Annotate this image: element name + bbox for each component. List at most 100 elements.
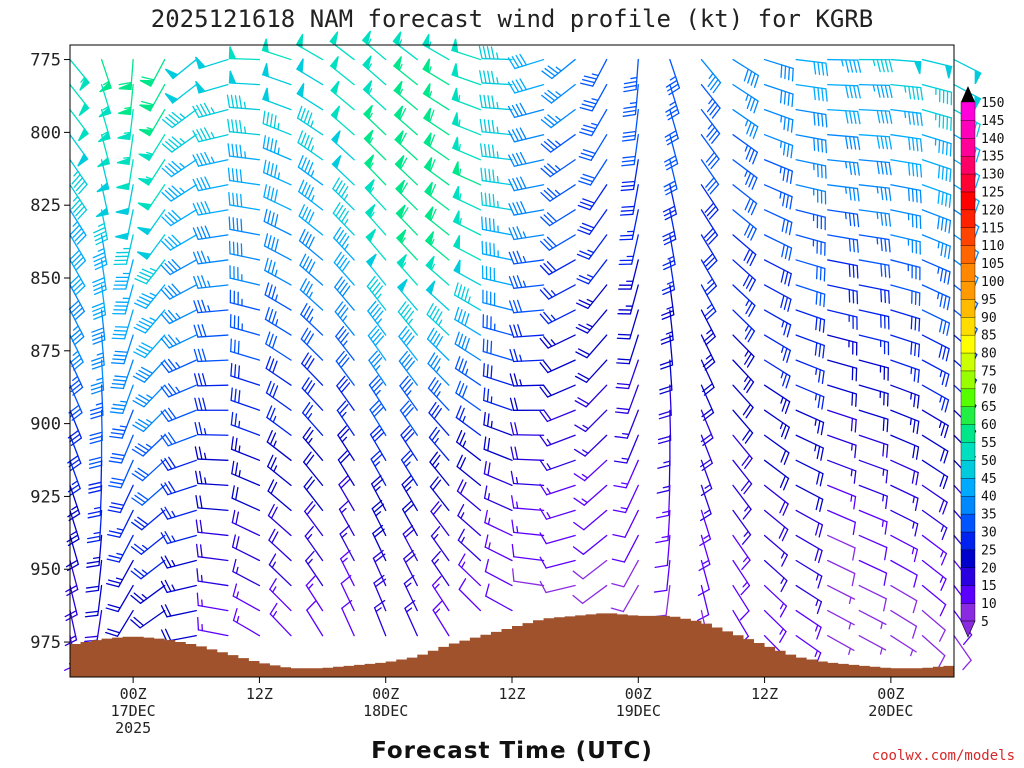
wind-barb-shaft — [263, 220, 292, 236]
wind-barb — [160, 604, 197, 618]
wind-barb-half-flag — [662, 485, 671, 489]
wind-barb — [130, 584, 166, 604]
wind-barb — [118, 58, 134, 91]
wind-barb-flag — [945, 348, 950, 362]
wind-barb-flag — [583, 124, 597, 130]
wind-barb — [540, 159, 576, 178]
wind-barb-flag — [164, 409, 173, 421]
wind-barb — [795, 384, 825, 410]
wind-barb-shaft — [633, 134, 639, 166]
wind-barb-flag — [461, 335, 467, 349]
wind-barb — [953, 58, 982, 85]
wind-barb-flag — [399, 132, 407, 145]
wind-barb-flag — [404, 553, 416, 563]
wind-barb-flag — [70, 199, 81, 210]
wind-barb-half-flag — [72, 325, 79, 331]
wind-barb-half-flag — [435, 391, 441, 398]
wind-barb-shaft — [371, 507, 387, 537]
wind-barb-shaft — [124, 284, 134, 315]
wind-barb-shaft — [795, 609, 822, 628]
wind-barb — [858, 459, 889, 484]
wind-barb-flag — [92, 251, 106, 259]
wind-barb-half-flag — [120, 400, 128, 403]
wind-barb-half-flag — [550, 339, 556, 346]
wind-barb-shaft — [299, 289, 324, 311]
wind-barb-half-flag — [779, 628, 784, 635]
colorbar-label: 85 — [981, 329, 997, 344]
wind-barb-flag — [612, 509, 627, 514]
wind-barb-flag — [160, 313, 171, 325]
wind-barb-flag — [821, 87, 824, 102]
wind-barb-shaft — [119, 509, 134, 538]
wind-barb-shaft — [167, 484, 197, 496]
wind-barb — [763, 384, 791, 414]
wind-barb-flag — [848, 161, 852, 175]
wind-barb-flag — [845, 84, 849, 99]
wind-barb-half-flag — [343, 218, 349, 226]
wind-barb-shaft — [827, 58, 859, 61]
wind-barb-shaft — [268, 564, 292, 587]
wind-barb-shaft — [170, 184, 197, 202]
wind-barb-flag — [167, 260, 178, 272]
wind-barb-shaft — [125, 259, 134, 290]
wind-barb-flag — [884, 546, 888, 561]
wind-barb-flag — [273, 139, 278, 154]
wind-barb — [700, 259, 717, 296]
wind-barb-pennant — [331, 154, 342, 170]
wind-barb-flag — [746, 251, 754, 264]
wind-barb — [509, 397, 545, 411]
wind-barb-flag — [90, 410, 104, 416]
wind-barb-shaft — [166, 584, 197, 594]
wind-barb-shaft — [301, 362, 324, 386]
wind-barb-shaft — [369, 409, 387, 436]
wind-barb — [573, 434, 608, 457]
wind-barb-flag — [491, 70, 495, 85]
wind-barb-shaft — [669, 309, 674, 341]
x-tick-label: 00Z — [877, 685, 904, 703]
wind-barb-flag — [784, 271, 789, 285]
wind-barb-flag — [778, 526, 786, 539]
wind-barb — [112, 284, 134, 315]
wind-barb-flag — [399, 107, 407, 121]
wind-barb-flag — [72, 227, 83, 239]
wind-barb — [890, 58, 922, 75]
wind-barb-flag — [852, 264, 855, 278]
wind-barb-flag — [539, 556, 547, 569]
wind-barb-flag — [817, 61, 821, 76]
wind-barb-shaft — [168, 334, 197, 349]
wind-barb — [508, 275, 545, 289]
wind-barb-flag — [484, 534, 489, 548]
wind-barb-half-flag — [546, 438, 552, 446]
wind-barb-flag — [341, 235, 350, 248]
colorbar-swatch — [960, 352, 976, 372]
terrain — [70, 613, 954, 677]
wind-barb — [763, 284, 792, 312]
colorbar-swatch — [960, 585, 976, 604]
wind-barb-pennant — [364, 203, 376, 219]
wind-barb-shaft — [229, 326, 261, 336]
wind-barb-flag — [611, 583, 625, 588]
y-tick-label: 925 — [30, 487, 61, 507]
wind-barb-pennant — [394, 130, 404, 145]
wind-barb-shaft — [921, 559, 947, 580]
wind-barb-half-flag — [149, 267, 157, 272]
wind-barb-pennant — [423, 157, 433, 172]
wind-barb-flag — [662, 259, 676, 267]
wind-barb-half-flag — [115, 577, 124, 581]
wind-barb-shaft — [299, 264, 324, 286]
wind-barb — [612, 509, 639, 538]
wind-barb-flag — [744, 223, 751, 236]
wind-barb — [763, 584, 788, 618]
wind-barb-flag — [888, 264, 891, 279]
wind-barb-flag — [611, 558, 626, 563]
wind-barb-flag — [577, 229, 591, 236]
wind-barb-flag — [543, 263, 554, 274]
wind-barb-flag — [301, 377, 310, 389]
wind-barb-shaft — [700, 309, 716, 338]
wind-barb — [763, 359, 791, 389]
wind-barb — [763, 184, 793, 210]
wind-barb — [431, 550, 450, 587]
wind-barb-flag — [939, 473, 945, 487]
wind-barb-flag — [700, 513, 712, 522]
wind-barb-flag — [193, 348, 199, 363]
